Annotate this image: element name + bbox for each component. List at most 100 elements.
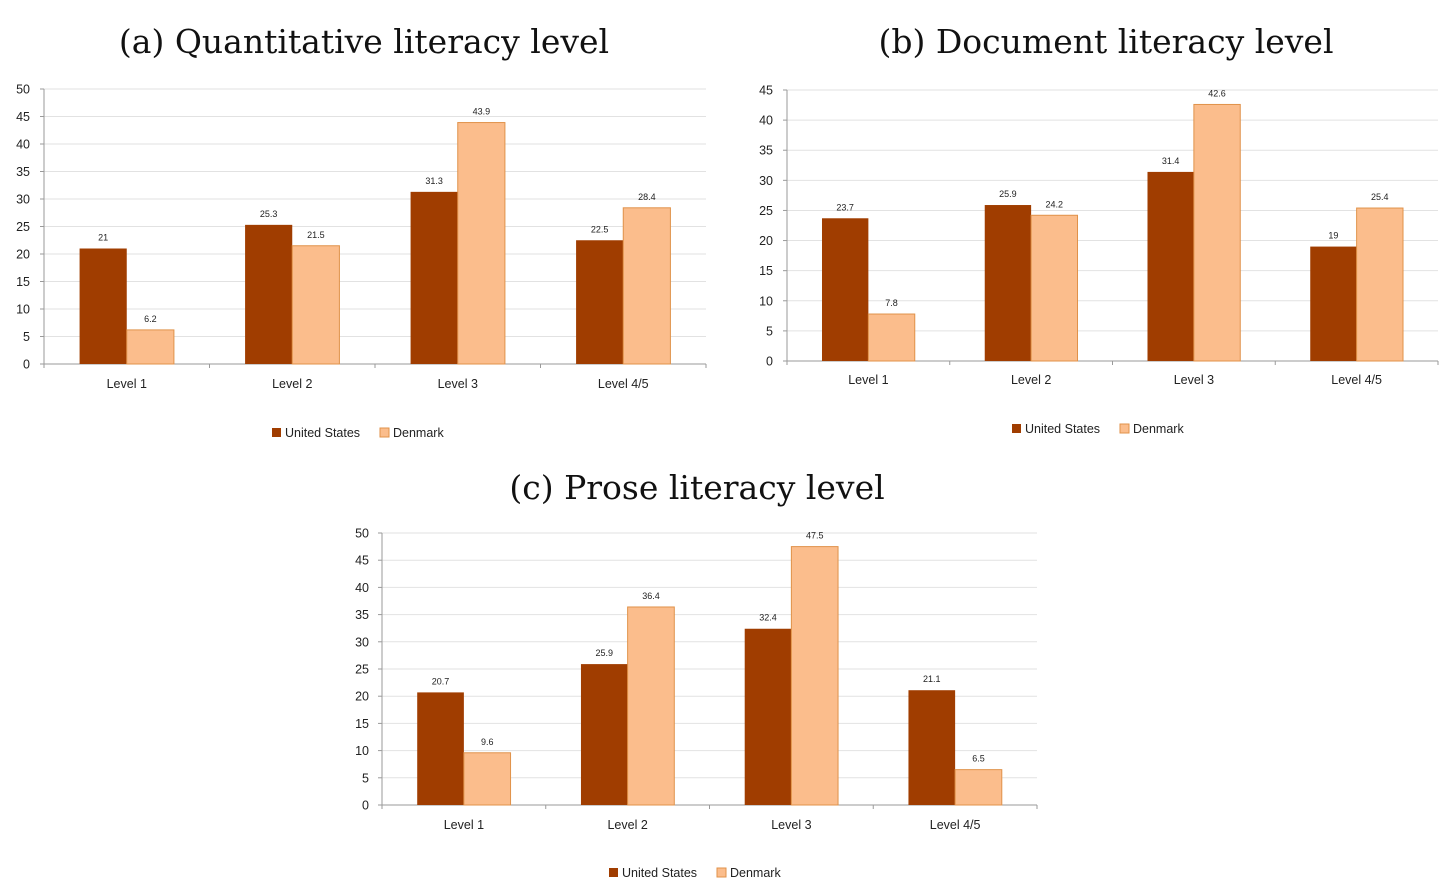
data-label: 7.8 <box>885 298 898 308</box>
bar-denmark <box>463 752 512 806</box>
data-label: 36.4 <box>642 591 660 601</box>
bar-denmark <box>1030 214 1079 362</box>
data-label: 23.7 <box>836 202 854 212</box>
data-label: 25.4 <box>1371 192 1389 202</box>
data-label: 22.5 <box>591 224 609 234</box>
x-category-label: Level 4/5 <box>1331 373 1382 387</box>
y-tick-label: 15 <box>759 264 773 278</box>
y-tick-label: 40 <box>355 581 369 595</box>
y-tick-label: 35 <box>759 144 773 158</box>
data-label: 6.2 <box>144 314 157 324</box>
bar-united-states <box>410 191 458 364</box>
chart-c-legend: United States Denmark <box>609 866 781 880</box>
y-tick-label: 5 <box>23 330 30 344</box>
data-label: 19 <box>1328 231 1338 241</box>
y-tick-label: 50 <box>16 83 30 97</box>
legend-label-denmark: Denmark <box>393 426 444 440</box>
x-category-label: Level 3 <box>771 818 811 832</box>
y-tick-label: 45 <box>759 84 773 98</box>
legend-label-denmark: Denmark <box>1133 422 1184 436</box>
x-category-label: Level 1 <box>848 373 888 387</box>
legend-label-united-states: United States <box>285 426 360 440</box>
data-label: 25.9 <box>596 648 614 658</box>
y-tick-label: 20 <box>16 248 30 262</box>
y-tick-label: 20 <box>355 690 369 704</box>
y-tick-label: 30 <box>355 635 369 649</box>
legend-label-united-states: United States <box>1025 422 1100 436</box>
chart-b-plot: 0 5 10 15 20 25 30 35 40 45 23.7 7.8 Level 1 25.9 24.2… <box>759 84 1439 436</box>
y-tick-label: 40 <box>759 114 773 128</box>
x-category-label: Level 2 <box>272 377 312 391</box>
bar-denmark <box>1193 103 1241 362</box>
y-tick-label: 45 <box>355 554 369 568</box>
y-tick-label: 25 <box>16 220 30 234</box>
chart-c-plot: 0 5 10 15 20 25 30 35 40 45 50 20.7 9.6 Level 1 25.9 36… <box>355 527 1038 880</box>
y-tick-label: 5 <box>766 324 773 338</box>
bar-denmark <box>954 769 1003 806</box>
bar-denmark <box>457 122 506 365</box>
chart-b-legend: United States Denmark <box>1012 422 1184 436</box>
legend-swatch-denmark <box>1119 423 1130 434</box>
bar-denmark <box>627 606 675 806</box>
data-label: 43.9 <box>473 107 491 117</box>
data-label: 42.6 <box>1208 88 1226 98</box>
x-category-label: Level 4/5 <box>930 818 981 832</box>
data-label: 21.5 <box>307 230 325 240</box>
y-tick-label: 10 <box>16 303 30 317</box>
x-category-label: Level 1 <box>444 818 484 832</box>
chart-a-title: (a) Quantitative literacy level <box>118 22 610 61</box>
y-tick-label: 30 <box>16 193 30 207</box>
data-label: 28.4 <box>638 192 656 202</box>
chart-a-plot: 0 5 10 15 20 25 30 35 40 45 50 21 6.2 Level 1 25.3 21.5… <box>16 83 707 440</box>
bar-united-states <box>576 240 624 364</box>
y-tick-label: 0 <box>766 355 773 369</box>
data-label: 21.1 <box>923 674 941 684</box>
legend-swatch-denmark <box>379 427 390 438</box>
bar-united-states <box>908 690 956 805</box>
x-category-label: Level 2 <box>607 818 647 832</box>
bar-united-states <box>580 664 628 805</box>
chart-c-title: (c) Prose literacy level <box>509 468 885 507</box>
y-tick-label: 15 <box>16 275 30 289</box>
x-category-label: Level 3 <box>438 377 478 391</box>
data-label: 6.5 <box>972 754 985 764</box>
data-label: 31.3 <box>425 176 443 186</box>
bar-united-states <box>79 248 127 364</box>
x-category-label: Level 3 <box>1174 373 1214 387</box>
y-tick-label: 0 <box>362 799 369 813</box>
y-tick-label: 5 <box>362 771 369 785</box>
y-tick-label: 35 <box>355 608 369 622</box>
legend-label-denmark: Denmark <box>730 866 781 880</box>
bar-united-states <box>821 218 869 361</box>
chart-b-title: (b) Document literacy level <box>878 22 1334 61</box>
y-tick-label: 25 <box>355 663 369 677</box>
y-tick-label: 10 <box>759 294 773 308</box>
y-tick-label: 25 <box>759 204 773 218</box>
data-label: 31.4 <box>1162 156 1180 166</box>
data-label: 20.7 <box>432 676 450 686</box>
y-tick-label: 50 <box>355 527 369 541</box>
x-category-label: Level 4/5 <box>598 377 649 391</box>
bar-denmark <box>291 245 340 365</box>
y-tick-label: 30 <box>759 174 773 188</box>
data-label: 24.2 <box>1046 199 1064 209</box>
bar-denmark <box>790 546 839 806</box>
legend-swatch-denmark <box>716 867 727 878</box>
bar-denmark <box>867 313 916 362</box>
bar-united-states <box>417 692 464 805</box>
y-tick-label: 0 <box>23 358 30 372</box>
data-label: 9.6 <box>481 737 494 747</box>
data-label: 32.4 <box>759 613 777 623</box>
y-tick-label: 15 <box>355 717 369 731</box>
data-label: 21 <box>98 233 108 243</box>
x-category-label: Level 1 <box>107 377 147 391</box>
data-label: 25.3 <box>260 209 278 219</box>
bar-denmark <box>1356 207 1404 362</box>
y-tick-label: 35 <box>16 165 30 179</box>
y-tick-label: 10 <box>355 744 369 758</box>
y-tick-label: 45 <box>16 110 30 124</box>
x-category-label: Level 2 <box>1011 373 1051 387</box>
y-tick-label: 20 <box>759 234 773 248</box>
chart-a-legend: United States Denmark <box>272 426 444 440</box>
